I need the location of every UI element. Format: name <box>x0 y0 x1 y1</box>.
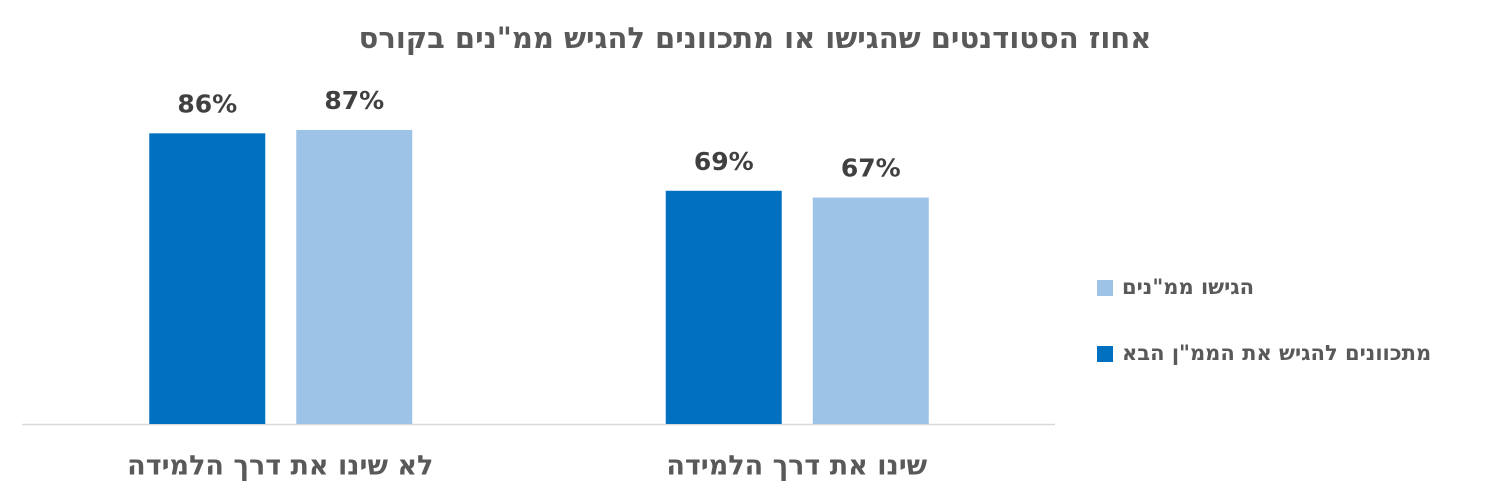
data-label: 67% <box>841 154 901 183</box>
bar <box>296 129 413 424</box>
x-tick-label: לא שינו את דרך הלמידה <box>127 451 433 482</box>
data-label: 87% <box>324 86 384 115</box>
bar <box>812 197 929 424</box>
x-tick-label: שינו את דרך הלמידה <box>666 451 927 482</box>
data-label: 69% <box>694 147 754 176</box>
legend-label: הגישו ממ"נים <box>1122 275 1254 299</box>
data-label: 86% <box>177 89 237 118</box>
legend-marker <box>1097 280 1113 296</box>
chart-title: אחוז הסטודנטים שהגישו או מתכוונים להגיש … <box>359 21 1152 55</box>
bar <box>665 190 782 424</box>
legend-label: מתכוונים להגיש את הממ"ן הבא <box>1122 341 1431 365</box>
legend-marker <box>1097 346 1113 362</box>
bar <box>149 133 266 424</box>
